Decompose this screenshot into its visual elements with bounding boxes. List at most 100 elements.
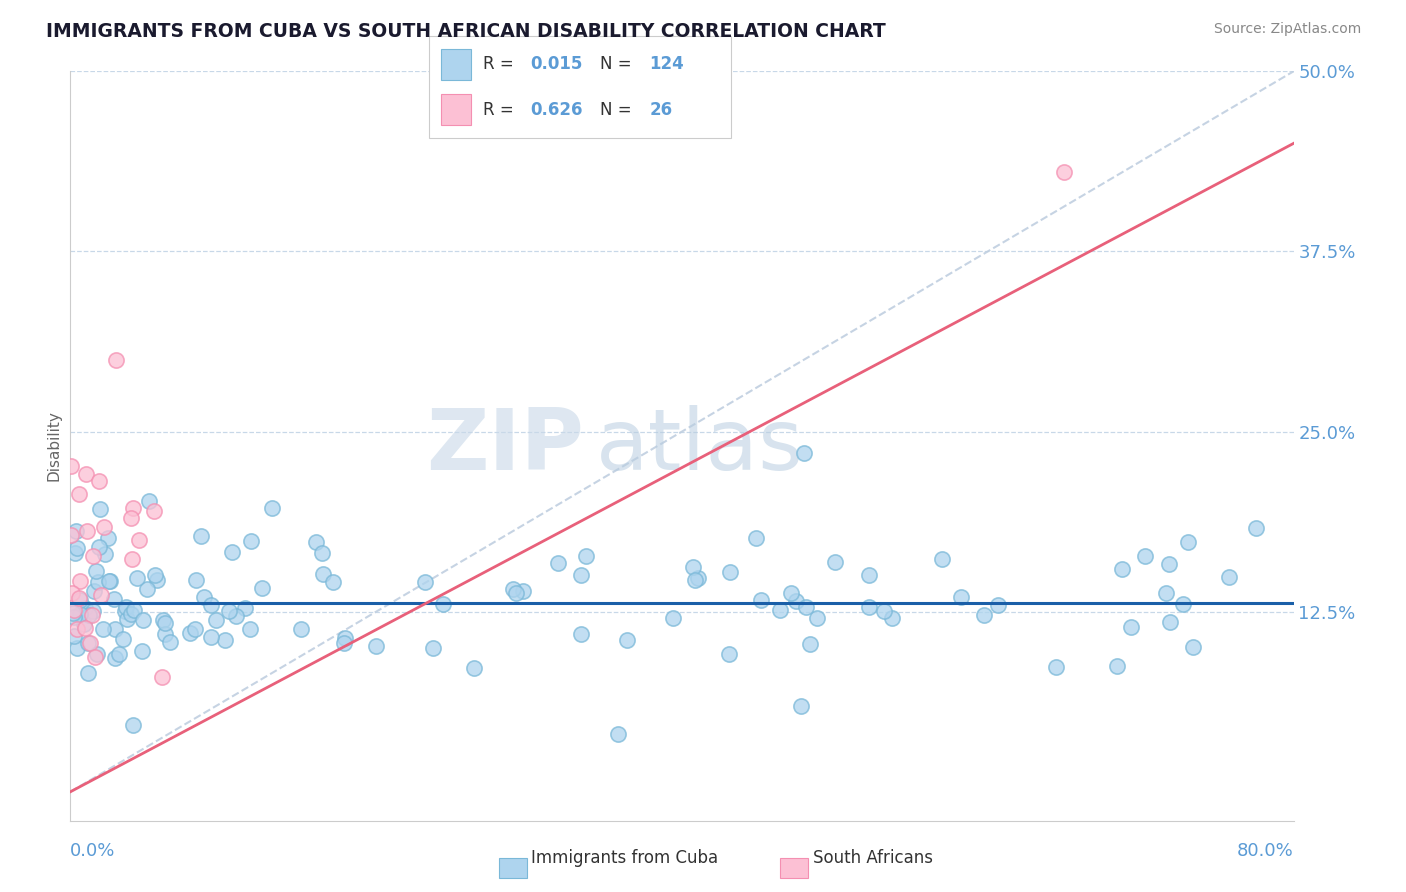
Point <box>413 575 436 590</box>
Point <box>290 622 312 636</box>
Point <box>682 560 704 574</box>
Point <box>744 531 766 545</box>
Point <box>60 458 83 473</box>
Text: South Africans: South Africans <box>813 849 932 867</box>
Point <box>104 623 127 637</box>
Point <box>225 609 247 624</box>
Point <box>218 604 240 618</box>
Point <box>606 727 628 741</box>
Point <box>806 610 828 624</box>
Point <box>121 511 143 525</box>
Point <box>793 446 815 460</box>
Text: Source: ZipAtlas.com: Source: ZipAtlas.com <box>1213 22 1361 37</box>
Point <box>1218 570 1240 584</box>
Text: atlas: atlas <box>596 404 804 488</box>
Point <box>873 604 896 618</box>
Point <box>69 592 91 607</box>
Point <box>1157 557 1180 571</box>
Point <box>1173 598 1195 612</box>
Point <box>422 641 444 656</box>
Point <box>200 630 222 644</box>
Point <box>1244 521 1267 535</box>
Point <box>114 604 136 618</box>
Point <box>69 574 91 589</box>
Point <box>779 586 801 600</box>
Point <box>616 632 638 647</box>
Point <box>824 555 846 569</box>
Point <box>575 549 598 564</box>
Point <box>128 533 150 547</box>
Point <box>152 613 174 627</box>
Point <box>547 556 569 570</box>
Point <box>221 544 243 558</box>
Point <box>82 608 104 623</box>
Point <box>146 574 169 588</box>
FancyBboxPatch shape <box>441 49 471 79</box>
Point <box>311 567 333 582</box>
Point <box>931 552 953 566</box>
Point <box>190 529 212 543</box>
Point <box>688 571 710 585</box>
Point <box>76 666 98 681</box>
Point <box>86 647 108 661</box>
Point <box>1053 165 1076 179</box>
Point <box>125 571 148 585</box>
Point <box>63 546 86 560</box>
Point <box>799 637 821 651</box>
Point <box>858 599 880 614</box>
Point <box>1182 640 1205 654</box>
Point <box>193 590 215 604</box>
Point <box>94 547 117 561</box>
Point <box>66 622 89 636</box>
Point <box>104 651 127 665</box>
Point <box>84 565 107 579</box>
Point <box>790 698 813 713</box>
Point <box>749 592 772 607</box>
Point <box>63 603 86 617</box>
Point <box>502 582 524 597</box>
Point <box>683 573 706 587</box>
Point <box>1159 615 1181 629</box>
Point <box>239 534 262 549</box>
Point <box>153 626 176 640</box>
Point <box>67 487 90 501</box>
Point <box>662 611 685 625</box>
Point <box>86 575 108 590</box>
Point <box>89 540 111 554</box>
Point <box>62 606 84 620</box>
Point <box>252 581 274 595</box>
Text: 26: 26 <box>650 101 672 119</box>
Point <box>512 583 534 598</box>
Point <box>1156 586 1178 600</box>
Text: 0.015: 0.015 <box>530 55 582 73</box>
Text: ZIP: ZIP <box>426 404 583 488</box>
Point <box>260 501 283 516</box>
Point <box>121 500 143 515</box>
Point <box>153 615 176 630</box>
Point <box>122 603 145 617</box>
Point <box>186 573 208 587</box>
Point <box>114 600 136 615</box>
Point <box>66 641 89 656</box>
Point <box>717 647 740 661</box>
Point <box>131 644 153 658</box>
Point <box>97 574 120 588</box>
Point <box>143 568 166 582</box>
Y-axis label: Disability: Disability <box>46 410 62 482</box>
FancyBboxPatch shape <box>429 36 731 138</box>
Point <box>364 640 387 654</box>
Point <box>150 669 173 683</box>
Point <box>1111 562 1133 576</box>
Text: Immigrants from Cuba: Immigrants from Cuba <box>531 849 718 867</box>
Text: 0.626: 0.626 <box>530 101 582 119</box>
Point <box>77 608 100 623</box>
Point <box>67 591 90 606</box>
Point <box>76 524 98 539</box>
Point <box>138 493 160 508</box>
Point <box>463 661 485 675</box>
Text: 80.0%: 80.0% <box>1237 842 1294 860</box>
Text: N =: N = <box>599 101 637 119</box>
Point <box>973 607 995 622</box>
Point <box>69 607 91 621</box>
Point <box>987 598 1010 612</box>
